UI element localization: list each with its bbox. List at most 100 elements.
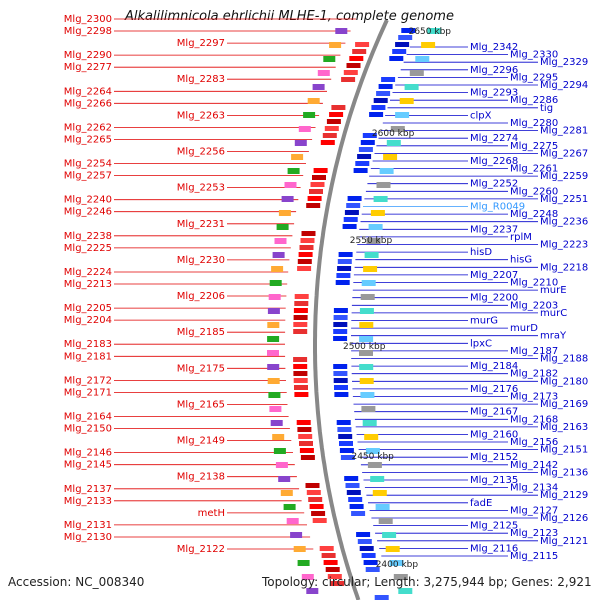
forward-gene-block	[296, 413, 310, 418]
reverse-gene-block	[343, 469, 358, 474]
feature-block-left	[267, 336, 280, 342]
left-gene-label: Mlg_2146	[64, 448, 112, 459]
reverse-gene-block	[352, 175, 366, 180]
reverse-gene-block	[333, 357, 348, 362]
feature-block-left	[293, 546, 306, 552]
left-gene-label: Mlg_2149	[177, 436, 225, 447]
feature-block-left	[317, 70, 330, 76]
reverse-gene-block	[376, 91, 391, 96]
forward-gene-block	[297, 427, 312, 432]
feature-block-right	[359, 308, 374, 314]
left-gene-label: Mlg_2131	[64, 520, 112, 531]
reverse-gene-block	[366, 119, 381, 124]
feature-block-right	[415, 56, 430, 62]
right-gene-label: Mlg_2248	[510, 209, 558, 220]
feature-block-right	[361, 406, 376, 412]
forward-gene-block	[293, 336, 308, 341]
forward-gene-block	[305, 483, 320, 488]
forward-gene-block	[294, 392, 309, 397]
reverse-gene-block	[369, 112, 384, 117]
reverse-gene-block	[344, 476, 359, 481]
forward-gene-block	[304, 210, 319, 215]
forward-gene-block	[312, 518, 327, 523]
feature-block-left	[298, 126, 311, 132]
forward-gene-block	[293, 315, 308, 320]
feature-block-left	[290, 532, 303, 538]
right-gene-label: Mlg_2134	[510, 483, 558, 494]
genome-title: Alkalilimnicola ehrlichii MLHE-1, comple…	[125, 9, 454, 24]
forward-gene-block	[300, 455, 315, 460]
forward-gene-block	[325, 567, 340, 572]
feature-block-left	[284, 182, 297, 188]
right-gene-label: Mlg_2152	[470, 452, 518, 463]
right-gene-label: Mlg_2295	[510, 72, 558, 83]
reverse-gene-block	[340, 238, 355, 243]
forward-gene-block	[293, 357, 308, 362]
reverse-gene-block	[355, 161, 370, 166]
feature-block-left	[267, 364, 280, 370]
left-gene-label: Mlg_2231	[177, 219, 225, 230]
reverse-gene-block	[357, 539, 372, 544]
right-gene-label: Mlg_2280	[510, 118, 558, 129]
right-gene-label: tig	[540, 103, 553, 114]
right-gene-label: Mlg_2259	[540, 171, 588, 182]
left-gene-label: Mlg_2133	[64, 496, 112, 507]
right-gene-label: Mlg_2329	[540, 57, 588, 68]
left-gene-label: Mlg_2238	[64, 231, 112, 242]
gene-tracks: 2650 kbp 2600 kbp 2550 kbp 2500 kbp 2450 kbp…	[267, 27, 451, 600]
forward-gene-block	[303, 469, 318, 474]
reverse-gene-block	[349, 504, 364, 509]
right-gene-label: Mlg_2160	[470, 429, 518, 440]
forward-gene-block	[330, 581, 345, 586]
feature-block-left	[268, 294, 281, 300]
feature-block-right	[368, 224, 383, 230]
forward-gene-block	[308, 497, 323, 502]
forward-gene-block	[312, 175, 326, 180]
reverse-gene-block	[352, 518, 367, 523]
right-gene-label: Mlg_R0049	[470, 202, 525, 213]
forward-gene-block	[331, 105, 346, 110]
feature-block-right	[421, 42, 436, 48]
reverse-gene-block	[359, 546, 374, 551]
right-gene-label: hisD	[470, 247, 492, 258]
feature-block-right	[385, 546, 400, 552]
reverse-gene-block	[348, 497, 363, 502]
reverse-gene-block	[336, 413, 350, 418]
forward-gene-block	[297, 266, 312, 271]
feature-block-right	[409, 70, 424, 76]
left-gene-label: Mlg_2240	[64, 195, 112, 206]
left-gene-label: Mlg_2224	[64, 267, 112, 278]
forward-gene-block	[338, 84, 353, 89]
forward-gene-block	[329, 112, 344, 117]
reverse-gene-block	[353, 168, 368, 173]
reverse-gene-block	[334, 399, 349, 404]
reverse-gene-block	[335, 406, 350, 411]
forward-gene-block	[294, 385, 308, 390]
right-gene-label: clpX	[470, 110, 492, 121]
left-gene-label: Mlg_2150	[64, 424, 112, 435]
left-gene-label: Mlg_2175	[177, 363, 225, 374]
forward-gene-block	[295, 280, 310, 285]
forward-gene-block	[300, 238, 315, 243]
feature-block-left	[294, 140, 307, 146]
reverse-gene-block	[345, 483, 360, 488]
forward-gene-block	[294, 399, 309, 404]
left-gene-label: Mlg_2185	[177, 327, 225, 338]
forward-gene-block	[314, 525, 329, 530]
left-gene-label: Mlg_2206	[177, 291, 225, 302]
left-gene-label: Mlg_2253	[177, 183, 225, 194]
scale-tick-label: 2650 kbp	[409, 27, 452, 37]
feature-block-right	[360, 294, 375, 300]
right-gene-label: Mlg_2182	[510, 369, 558, 380]
reverse-gene-block	[357, 154, 372, 159]
forward-gene-block	[293, 322, 308, 327]
forward-gene-block	[295, 406, 310, 411]
reverse-gene-block	[371, 105, 386, 110]
reverse-gene-block	[336, 273, 351, 278]
left-gene-label: Mlg_2256	[177, 147, 225, 158]
feature-block-left	[306, 588, 319, 594]
reverse-gene-block	[372, 588, 387, 593]
feature-block-left	[275, 462, 288, 468]
feature-block-left	[307, 98, 320, 104]
